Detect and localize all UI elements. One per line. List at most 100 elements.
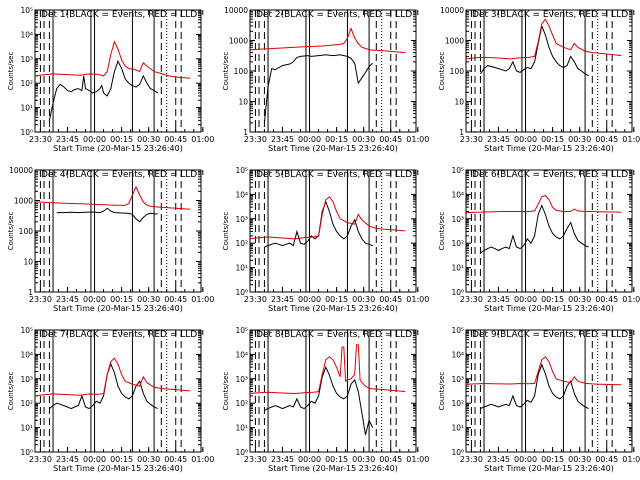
- y-tick-label: 10⁴: [235, 350, 248, 359]
- x-tick-label: 00:45: [164, 135, 187, 144]
- events-series-line: [480, 363, 589, 410]
- x-tick-label: 23:45: [487, 455, 510, 464]
- x-tick-label: 00:30: [352, 455, 375, 464]
- lld-series-line: [249, 26, 406, 54]
- y-axis-label: Counts/sec: [438, 372, 446, 411]
- y-tick-label: 10⁵: [20, 6, 33, 15]
- y-tick-label: 10⁰: [20, 448, 33, 457]
- plot-frame: [249, 329, 417, 453]
- y-axis-label: Counts/sec: [7, 52, 15, 91]
- y-tick-label: 10⁵: [235, 166, 248, 175]
- y-tick-label: 10⁰: [20, 128, 33, 137]
- x-tick-label: 01:00: [406, 455, 429, 464]
- x-axis-label: Start Time (20-Mar-15 23:26:40): [484, 304, 614, 313]
- lld-series-line: [249, 196, 406, 240]
- x-tick-label: 23:45: [271, 135, 294, 144]
- y-tick-label: 100: [450, 67, 465, 76]
- x-tick-label: 00:15: [325, 455, 348, 464]
- x-tick-label: 00:45: [379, 135, 402, 144]
- y-tick-label: 10³: [20, 375, 33, 384]
- lld-series-line: [34, 40, 191, 79]
- x-tick-label: 23:30: [460, 135, 483, 144]
- y-tick-label: 10⁵: [235, 326, 248, 335]
- y-tick-label: 1000: [445, 37, 464, 46]
- panel-title: Det 1(BLACK = Events, RED = LLD: [41, 10, 197, 20]
- x-tick-label: 00:00: [83, 135, 106, 144]
- x-tick-label: 01:00: [406, 295, 429, 304]
- x-tick-label: 01:00: [406, 135, 429, 144]
- panel-title: Det 3(BLACK = Events, RED = LLD: [472, 10, 628, 20]
- y-tick-label: 10⁵: [451, 166, 464, 175]
- x-tick-label: 00:15: [541, 455, 564, 464]
- events-series-line: [263, 54, 374, 123]
- y-axis-label: Counts/sec: [222, 372, 230, 411]
- y-tick-label: 10²: [451, 399, 464, 408]
- y-tick-label: 10⁴: [451, 190, 464, 199]
- x-tick-label: 00:15: [110, 455, 133, 464]
- y-tick-label: 10¹: [20, 104, 33, 113]
- x-tick-label: 23:45: [56, 295, 79, 304]
- panel-title: Det 8(BLACK = Events, RED = LLD: [256, 330, 412, 340]
- x-tick-label: 00:00: [514, 455, 537, 464]
- x-tick-label: 00:00: [514, 135, 537, 144]
- y-tick-label: 10³: [451, 215, 464, 224]
- x-tick-label: 00:30: [568, 455, 591, 464]
- x-tick-label: 23:45: [271, 295, 294, 304]
- y-tick-label: 10⁰: [235, 448, 248, 457]
- y-tick-label: 10¹: [20, 424, 33, 433]
- x-tick-label: 23:30: [244, 295, 267, 304]
- x-tick-label: 23:30: [29, 135, 52, 144]
- y-tick-label: 10¹: [451, 424, 464, 433]
- x-axis-label: Start Time (20-Mar-15 23:26:40): [268, 304, 398, 313]
- x-tick-label: 00:30: [352, 295, 375, 304]
- x-tick-label: 23:30: [29, 295, 52, 304]
- events-series-line: [56, 207, 158, 223]
- x-axis-label: Start Time (20-Mar-15 23:26:40): [53, 464, 183, 473]
- events-series-line: [264, 200, 373, 248]
- y-tick-label: 10000: [440, 6, 464, 15]
- y-tick-label: 10³: [20, 55, 33, 64]
- panel-det-6: Det 6(BLACK = Events, RED = LLD 10⁰ 10¹ 10²…: [438, 166, 640, 313]
- panel-title: Det 4(BLACK = Events, RED = LLD: [41, 170, 197, 180]
- y-tick-label: 10⁰: [451, 288, 464, 297]
- x-tick-label: 00:45: [164, 295, 187, 304]
- y-tick-label: 10: [454, 98, 464, 107]
- y-tick-label: 100: [19, 227, 34, 236]
- y-tick-label: 10¹: [235, 264, 248, 273]
- y-tick-label: 10⁴: [235, 190, 248, 199]
- x-axis-label: Start Time (20-Mar-15 23:26:40): [53, 304, 183, 313]
- y-tick-label: 10³: [235, 375, 248, 384]
- y-tick-label: 10: [23, 258, 33, 267]
- x-tick-label: 01:00: [191, 455, 214, 464]
- panel-det-7: Det 7(BLACK = Events, RED = LLD 10⁰ 10¹ 10²…: [7, 326, 214, 473]
- y-axis-label: Counts/sec: [222, 212, 230, 251]
- x-tick-label: 00:15: [110, 135, 133, 144]
- y-tick-label: 10: [238, 98, 248, 107]
- events-series-line: [49, 362, 158, 410]
- x-tick-label: 00:00: [514, 295, 537, 304]
- x-tick-label: 23:30: [460, 295, 483, 304]
- panel-title: Det 7(BLACK = Events, RED = LLD: [41, 330, 197, 340]
- x-tick-label: 00:00: [298, 135, 321, 144]
- x-tick-label: 23:30: [244, 455, 267, 464]
- x-tick-label: 23:45: [56, 135, 79, 144]
- y-tick-label: 1: [243, 128, 248, 137]
- plot-frame: [34, 9, 202, 133]
- y-tick-label: 10000: [9, 166, 33, 175]
- x-axis-label: Start Time (20-Mar-15 23:26:40): [268, 144, 398, 153]
- x-tick-label: 00:30: [137, 455, 160, 464]
- y-tick-label: 100: [234, 67, 249, 76]
- panel-title: Det 5(BLACK = Events, RED = LLD: [256, 170, 412, 180]
- x-tick-label: 00:15: [325, 295, 348, 304]
- x-tick-label: 23:45: [271, 455, 294, 464]
- lld-series-line: [34, 185, 191, 210]
- y-tick-label: 10¹: [451, 264, 464, 273]
- events-series-line: [479, 24, 589, 77]
- x-tick-label: 01:00: [622, 135, 640, 144]
- x-tick-label: 23:30: [244, 135, 267, 144]
- x-tick-label: 00:00: [298, 295, 321, 304]
- x-tick-label: 00:15: [541, 295, 564, 304]
- x-tick-label: 23:45: [487, 135, 510, 144]
- plot-frame: [249, 169, 417, 293]
- events-series-line: [480, 204, 589, 254]
